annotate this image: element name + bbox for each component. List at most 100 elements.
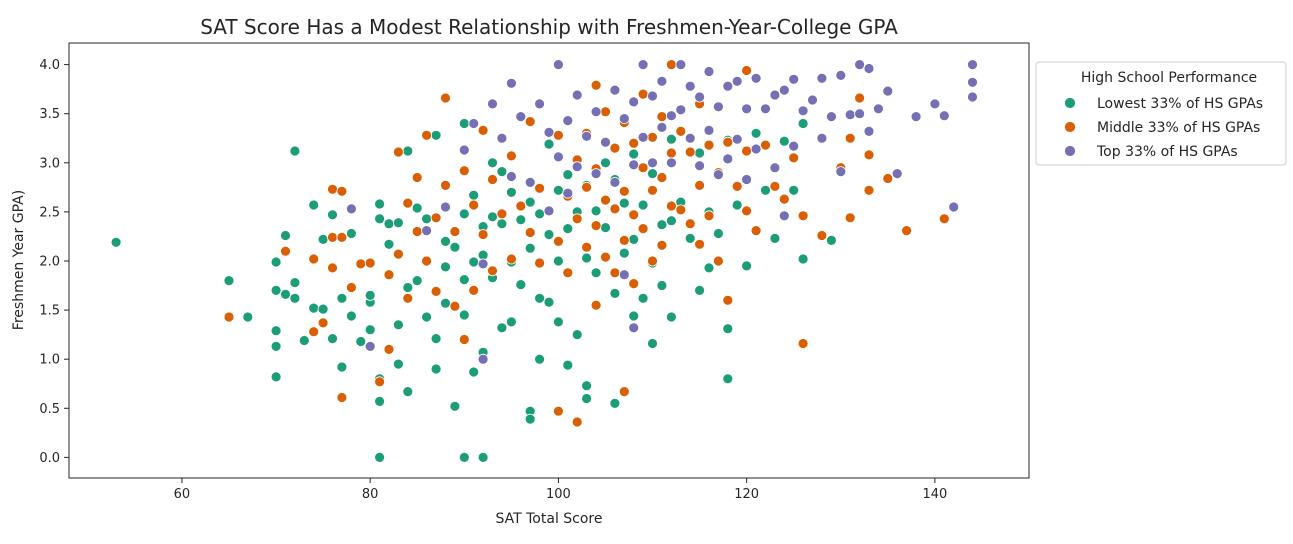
scatter-point <box>797 118 809 129</box>
scatter-point <box>637 131 649 143</box>
scatter-point <box>553 129 564 141</box>
scatter-point <box>562 115 574 126</box>
scatter-point <box>600 251 611 263</box>
scatter-point <box>515 111 527 122</box>
legend-title: High School Performance <box>1081 70 1257 86</box>
scatter-point <box>355 258 367 270</box>
scatter-point <box>618 247 630 259</box>
scatter-point <box>364 324 376 336</box>
scatter-point <box>581 241 592 253</box>
scatter-point <box>421 129 433 141</box>
scatter-point <box>270 256 282 268</box>
scatter-point <box>543 205 555 217</box>
scatter-point <box>458 208 470 220</box>
scatter-point <box>628 159 640 171</box>
scatter-point <box>487 211 498 223</box>
scatter-point <box>694 160 705 172</box>
scatter-point <box>440 297 451 309</box>
scatter-point <box>336 292 348 304</box>
scatter-point <box>468 118 480 129</box>
scatter-point <box>543 126 555 138</box>
scatter-point <box>308 253 320 265</box>
scatter-point <box>534 257 545 269</box>
scatter-point <box>308 302 320 314</box>
scatter-point <box>524 196 536 208</box>
scatter-point <box>562 267 574 279</box>
scatter-point <box>684 146 696 158</box>
scatter-point <box>600 157 611 169</box>
scatter-point <box>270 371 282 383</box>
scatter-point <box>647 255 658 267</box>
scatter-point <box>656 111 668 122</box>
scatter-point <box>628 137 640 149</box>
scatter-point <box>666 110 677 122</box>
scatter-point <box>769 162 781 174</box>
scatter-point <box>637 59 649 70</box>
scatter-point <box>468 256 480 268</box>
scatter-point <box>656 239 668 251</box>
scatter-point <box>280 230 291 241</box>
scatter-point <box>647 168 658 180</box>
scatter-point <box>440 235 451 247</box>
scatter-point <box>581 181 592 193</box>
scatter-point <box>411 275 423 287</box>
scatter-point <box>317 233 329 245</box>
scatter-point <box>618 197 630 209</box>
scatter-point <box>383 218 395 230</box>
scatter-point <box>553 316 564 328</box>
scatter-point <box>392 358 404 370</box>
scatter-point <box>666 311 677 323</box>
scatter-point <box>477 353 489 365</box>
legend-label: Top 33% of HS GPAs <box>1096 144 1238 160</box>
scatter-point <box>731 133 743 145</box>
scatter-point <box>571 89 583 101</box>
scatter-point <box>609 397 621 409</box>
scatter-point <box>477 229 489 240</box>
scatter-point <box>750 143 762 155</box>
scatter-point <box>637 292 649 304</box>
y-tick-label: 1.0 <box>39 353 60 368</box>
scatter-point <box>656 122 668 133</box>
scatter-point <box>515 200 527 212</box>
scatter-point <box>797 210 809 222</box>
scatter-point <box>270 284 282 296</box>
scatter-point <box>703 66 715 77</box>
x-tick-label: 100 <box>546 487 571 502</box>
scatter-point <box>270 340 282 352</box>
scatter-point <box>581 380 592 392</box>
scatter-point <box>797 105 809 117</box>
scatter-point <box>731 180 743 192</box>
scatter-point <box>374 395 386 407</box>
scatter-point <box>684 232 696 244</box>
scatter-point <box>882 85 894 97</box>
scatter-point <box>553 235 564 247</box>
scatter-point <box>496 218 508 230</box>
scatter-point <box>458 309 470 321</box>
scatter-point <box>750 225 762 237</box>
scatter-point <box>562 359 574 371</box>
scatter-point <box>835 70 847 81</box>
scatter-point <box>374 213 386 225</box>
scatter-point <box>421 255 433 267</box>
scatter-point <box>590 168 602 180</box>
scatter-point <box>647 131 658 143</box>
y-tick-label: 2.5 <box>39 205 60 220</box>
scatter-point <box>816 72 828 84</box>
scatter-point <box>741 174 752 185</box>
scatter-point <box>534 98 545 110</box>
scatter-point <box>713 169 724 181</box>
scatter-point <box>524 242 536 254</box>
scatter-point <box>440 92 451 104</box>
scatter-point <box>760 139 771 151</box>
scatter-point <box>223 275 235 287</box>
scatter-point <box>694 91 705 103</box>
scatter-point <box>609 84 621 96</box>
scatter-point <box>553 59 564 70</box>
scatter-point <box>713 228 724 239</box>
y-tick-label: 1.5 <box>39 304 60 319</box>
scatter-point <box>534 353 545 365</box>
scatter-point <box>618 234 630 246</box>
scatter-point <box>929 98 941 110</box>
scatter-point <box>826 234 837 246</box>
scatter-point <box>628 310 640 322</box>
